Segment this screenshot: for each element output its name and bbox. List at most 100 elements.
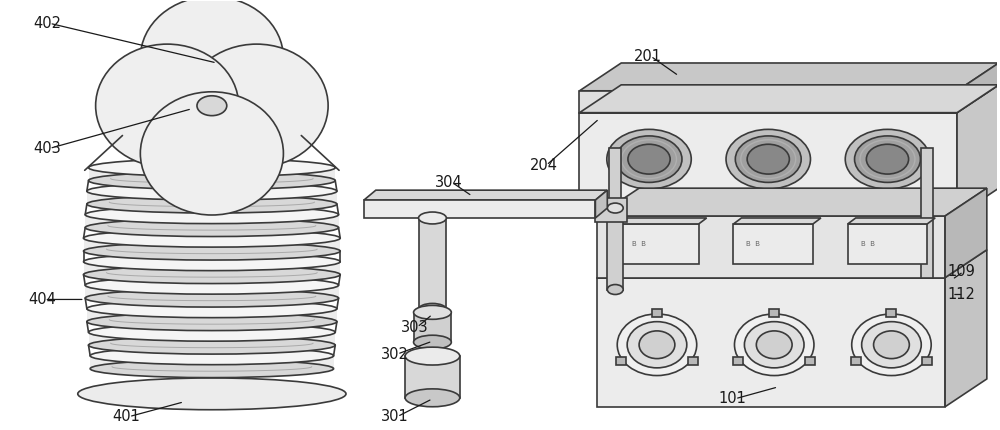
Text: B  B: B B: [861, 241, 875, 247]
Ellipse shape: [874, 331, 909, 359]
Polygon shape: [89, 332, 335, 345]
Ellipse shape: [414, 335, 451, 349]
Ellipse shape: [744, 322, 804, 368]
Ellipse shape: [90, 347, 334, 365]
Ellipse shape: [96, 44, 239, 167]
Text: 403: 403: [33, 141, 61, 156]
Polygon shape: [90, 356, 334, 369]
Polygon shape: [652, 309, 662, 317]
Polygon shape: [364, 190, 607, 200]
Text: 304: 304: [435, 175, 463, 190]
Text: 201: 201: [634, 49, 662, 64]
Text: 301: 301: [381, 409, 409, 424]
Ellipse shape: [78, 378, 346, 410]
Polygon shape: [886, 309, 896, 317]
Ellipse shape: [845, 129, 930, 189]
Polygon shape: [85, 215, 339, 227]
Ellipse shape: [89, 172, 335, 190]
Ellipse shape: [89, 159, 335, 177]
Polygon shape: [84, 238, 340, 251]
Polygon shape: [688, 357, 698, 365]
Bar: [419, 218, 446, 310]
Ellipse shape: [607, 203, 623, 213]
Ellipse shape: [85, 206, 339, 224]
Polygon shape: [733, 218, 821, 224]
Polygon shape: [87, 309, 337, 322]
Bar: [609, 148, 621, 278]
Ellipse shape: [734, 314, 814, 375]
Ellipse shape: [419, 304, 446, 315]
Bar: [405, 356, 460, 398]
Ellipse shape: [607, 285, 623, 295]
Polygon shape: [579, 63, 999, 91]
Ellipse shape: [855, 136, 920, 182]
Polygon shape: [597, 216, 945, 278]
Ellipse shape: [84, 242, 340, 260]
Ellipse shape: [852, 314, 931, 375]
Ellipse shape: [84, 229, 340, 247]
Polygon shape: [619, 224, 699, 264]
Ellipse shape: [616, 136, 682, 182]
Ellipse shape: [405, 347, 460, 365]
Ellipse shape: [85, 276, 339, 294]
Polygon shape: [84, 262, 340, 275]
Ellipse shape: [866, 144, 909, 174]
Text: 404: 404: [28, 292, 56, 307]
Polygon shape: [619, 218, 707, 224]
Ellipse shape: [140, 92, 283, 215]
Ellipse shape: [89, 323, 335, 341]
Polygon shape: [597, 250, 987, 278]
Polygon shape: [922, 357, 932, 365]
Text: 303: 303: [401, 320, 428, 335]
Polygon shape: [87, 191, 337, 204]
Ellipse shape: [617, 314, 697, 375]
Polygon shape: [579, 85, 999, 113]
Text: 401: 401: [113, 409, 140, 424]
Bar: [607, 208, 623, 289]
Polygon shape: [595, 198, 627, 222]
Polygon shape: [945, 250, 987, 407]
Text: 302: 302: [381, 347, 409, 362]
Ellipse shape: [84, 253, 340, 270]
Ellipse shape: [639, 331, 675, 359]
Polygon shape: [848, 224, 927, 264]
Polygon shape: [579, 113, 957, 216]
Ellipse shape: [85, 289, 339, 307]
Polygon shape: [733, 224, 813, 264]
Polygon shape: [579, 91, 957, 113]
Polygon shape: [597, 278, 945, 407]
Ellipse shape: [87, 182, 337, 200]
Ellipse shape: [85, 218, 339, 236]
Ellipse shape: [90, 360, 334, 378]
Polygon shape: [805, 357, 815, 365]
Text: 402: 402: [33, 16, 61, 31]
Polygon shape: [733, 357, 743, 365]
Polygon shape: [85, 285, 339, 298]
Polygon shape: [616, 357, 626, 365]
Ellipse shape: [607, 129, 691, 189]
Polygon shape: [957, 63, 999, 113]
Ellipse shape: [419, 212, 446, 224]
Ellipse shape: [627, 322, 687, 368]
Polygon shape: [848, 218, 935, 224]
Bar: [414, 312, 451, 342]
Ellipse shape: [726, 129, 810, 189]
Ellipse shape: [89, 336, 335, 354]
Ellipse shape: [405, 389, 460, 407]
Ellipse shape: [185, 44, 328, 167]
Polygon shape: [89, 168, 335, 181]
Text: 109: 109: [947, 264, 975, 279]
Ellipse shape: [862, 322, 921, 368]
Text: B  B: B B: [746, 241, 760, 247]
Text: 101: 101: [719, 391, 746, 406]
Bar: [921, 148, 933, 278]
Ellipse shape: [84, 266, 340, 283]
Polygon shape: [945, 188, 987, 278]
Polygon shape: [597, 188, 987, 216]
Ellipse shape: [87, 195, 337, 213]
Ellipse shape: [140, 0, 283, 120]
Polygon shape: [957, 85, 999, 216]
Ellipse shape: [87, 300, 337, 318]
Ellipse shape: [414, 305, 451, 319]
Polygon shape: [595, 190, 607, 218]
